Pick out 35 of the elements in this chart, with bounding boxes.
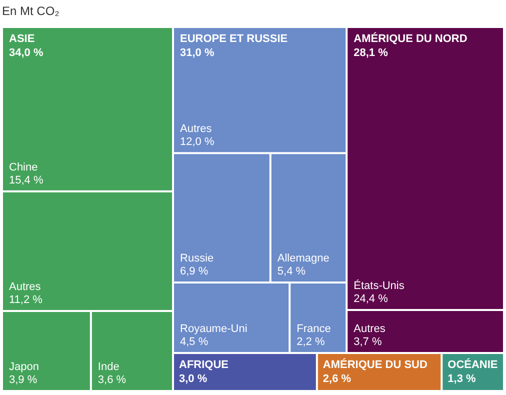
- category-label: Chine: [9, 161, 38, 174]
- category-label: Autres: [9, 280, 42, 293]
- category-label: Russie: [180, 252, 214, 264]
- series-label: ASIE: [9, 33, 35, 45]
- category-label: Autres: [354, 322, 386, 335]
- data-label: 15,4 %: [9, 174, 44, 186]
- category-label: Royaume-Uni: [180, 322, 248, 335]
- data-label: 24,4 %: [354, 293, 388, 306]
- data-label: 2,6 %: [322, 372, 352, 385]
- text: 34,0 %: [9, 47, 44, 59]
- category-label: France: [296, 322, 331, 335]
- category-label: Autres: [180, 123, 212, 136]
- category-label: États-Unis: [354, 279, 405, 292]
- data-label: 3,0 %: [179, 372, 208, 385]
- text: 28,1 %: [354, 47, 388, 59]
- series-label: EUROPE ET RUSSIE: [180, 33, 288, 45]
- data-label: 1,3 %: [448, 372, 476, 385]
- category-label: OCÉANIE: [448, 358, 498, 371]
- text: En Mt CO₂: [2, 4, 60, 18]
- category-label: AFRIQUE: [179, 358, 229, 371]
- data-label: 2,2 %: [296, 336, 325, 348]
- data-label: 3,6 %: [98, 374, 126, 386]
- category-label: AMÉRIQUE DU SUD: [322, 358, 428, 371]
- data-label: 4,5 %: [180, 336, 208, 348]
- data-label: 6,9 %: [180, 266, 208, 278]
- text: 31,0 %: [180, 47, 214, 59]
- category-label: Allemagne: [277, 252, 330, 264]
- data-label: 5,4 %: [277, 266, 306, 278]
- data-label: 12,0 %: [180, 136, 214, 148]
- data-label: 11,2 %: [9, 294, 43, 306]
- series-label: AMÉRIQUE DU NORD: [354, 32, 468, 45]
- category-label: Japon: [9, 361, 39, 373]
- data-label: 3,7 %: [354, 336, 382, 348]
- data-label: 3,9 %: [9, 374, 38, 386]
- category-label: Inde: [98, 361, 120, 373]
